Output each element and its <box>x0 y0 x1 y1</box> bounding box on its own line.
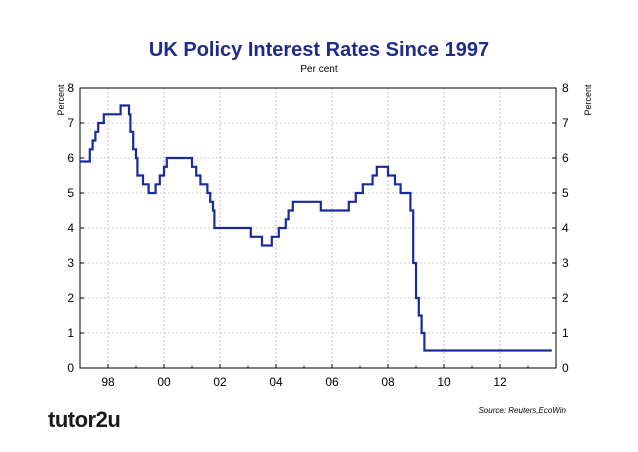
chart-subtitle: Per cent <box>300 64 337 75</box>
x-tick-label: 10 <box>437 375 451 389</box>
source-annotation: Source: Reuters,EcoWin <box>478 406 566 415</box>
y-tick-label-left: 7 <box>67 116 74 130</box>
x-tick-label: 00 <box>157 375 171 389</box>
y-tick-label-right: 0 <box>562 361 569 375</box>
series-layer <box>80 104 552 352</box>
y-tick-label-left: 3 <box>67 256 74 270</box>
y-tick-label-right: 2 <box>562 291 569 305</box>
x-tick-label: 98 <box>101 375 115 389</box>
x-tick-label: 04 <box>269 375 283 389</box>
x-tick-label: 02 <box>213 375 227 389</box>
x-tick-label: 12 <box>493 375 507 389</box>
chart-title: UK Policy Interest Rates Since 1997 <box>149 39 489 61</box>
x-tick-label: 06 <box>325 375 339 389</box>
x-tick-label: 08 <box>381 375 395 389</box>
y-tick-label-left: 5 <box>67 186 74 200</box>
logo-text: tutor2u <box>48 407 120 432</box>
y-tick-label-left: 4 <box>67 221 74 235</box>
y-tick-label-left: 2 <box>67 291 74 305</box>
y-tick-label-right: 8 <box>562 81 569 95</box>
grid-lines <box>80 88 556 368</box>
y-tick-label-left: 0 <box>67 361 74 375</box>
y-tick-label-right: 7 <box>562 116 569 130</box>
y-tick-label-right: 3 <box>562 256 569 270</box>
y-tick-label-left: 1 <box>67 326 74 340</box>
y-axis-label-left: Percent <box>56 84 66 116</box>
y-axis-label-right: Percent <box>583 84 593 116</box>
y-tick-label-left: 6 <box>67 151 74 165</box>
y-tick-label-right: 6 <box>562 151 569 165</box>
y-tick-label-right: 4 <box>562 221 569 235</box>
y-tick-label-right: 1 <box>562 326 569 340</box>
series-line-policy-rate <box>80 104 552 352</box>
y-tick-label-right: 5 <box>562 186 569 200</box>
axis-ticks: 0 01 12 23 34 45 56 67 78 898 00 02 04 06 08 10 12 <box>67 81 569 389</box>
brand-logo: tutor2u <box>48 407 121 432</box>
y-tick-label-left: 8 <box>67 81 74 95</box>
